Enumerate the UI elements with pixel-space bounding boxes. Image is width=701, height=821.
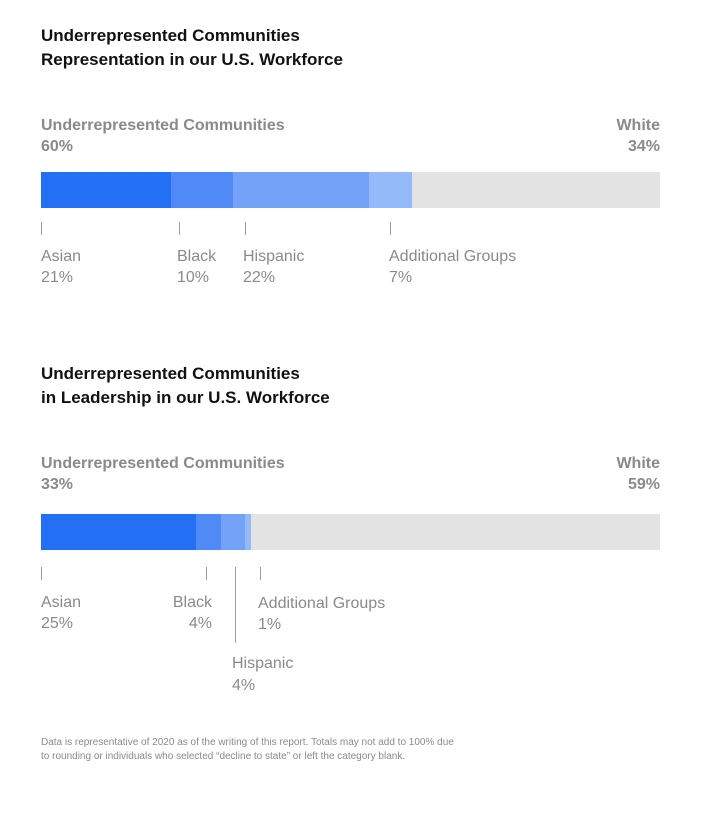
chart2-tick-additional-groups — [260, 567, 261, 580]
chart2-tick-asian — [41, 567, 42, 580]
chart2-tick-black — [206, 567, 207, 580]
chart1-tick-hispanic — [245, 222, 246, 235]
chart2-title-line2: in Leadership in our U.S. Workforce — [41, 388, 330, 407]
footnote: Data is representative of 2020 as of the… — [41, 737, 454, 762]
chart2-right-group-label: White — [616, 455, 660, 472]
chart1-label-hispanic: Hispanic — [243, 248, 305, 265]
chart1-label-additional-groups: Additional Groups — [389, 248, 517, 265]
chart1-value-black: 10% — [177, 269, 210, 286]
chart1-title-line1: Underrepresented Communities — [41, 26, 300, 45]
chart2-stacked-bar — [41, 514, 660, 550]
chart2-value-hispanic: 4% — [232, 677, 256, 694]
chart2-value-additional-groups: 1% — [258, 616, 282, 633]
chart2-label-black: Black — [172, 594, 212, 611]
chart2-tick-hispanic — [235, 567, 236, 643]
chart1-tick-additional-groups — [390, 222, 391, 235]
chart2-label-hispanic: Hispanic — [232, 655, 294, 672]
chart1-tick-black — [179, 222, 180, 235]
chart2-left-group-label: Underrepresented Communities — [41, 455, 285, 472]
chart2-label-additional-groups: Additional Groups — [258, 595, 386, 612]
chart1-stacked-bar — [41, 172, 660, 208]
chart2-value-black: 4% — [188, 615, 212, 632]
chart1-seg-hispanic — [232, 172, 370, 208]
chart2-label-asian: Asian — [41, 594, 82, 611]
chart1-left-group-label: Underrepresented Communities — [41, 117, 285, 134]
chart1-seg-black — [170, 172, 233, 208]
chart1-value-hispanic: 22% — [243, 269, 276, 286]
chart2-seg-asian — [41, 514, 196, 550]
chart2-value-asian: 25% — [41, 615, 74, 632]
chart2-title-line1: Underrepresented Communities — [41, 364, 300, 383]
chart1-title-line2: Representation in our U.S. Workforce — [41, 50, 343, 69]
chart1-label-black: Black — [177, 248, 217, 265]
chart1-left-group-value: 60% — [41, 138, 74, 155]
chart2-right-group-value: 59% — [627, 476, 660, 493]
chart1-right-group-value: 34% — [627, 138, 660, 155]
chart2-seg-hispanic — [220, 514, 246, 550]
chart1-seg-asian — [41, 172, 171, 208]
chart2-seg-black — [195, 514, 221, 550]
chart2-left-group-value: 33% — [41, 476, 74, 493]
chart1-tick-asian — [41, 222, 42, 235]
chart1-seg-additional-groups — [369, 172, 413, 208]
chart1-value-additional-groups: 7% — [389, 269, 413, 286]
chart1-value-asian: 21% — [41, 269, 74, 286]
chart1-label-asian: Asian — [41, 248, 82, 265]
chart1-right-group-label: White — [616, 117, 660, 134]
chart2-seg-additional-groups — [245, 514, 252, 550]
